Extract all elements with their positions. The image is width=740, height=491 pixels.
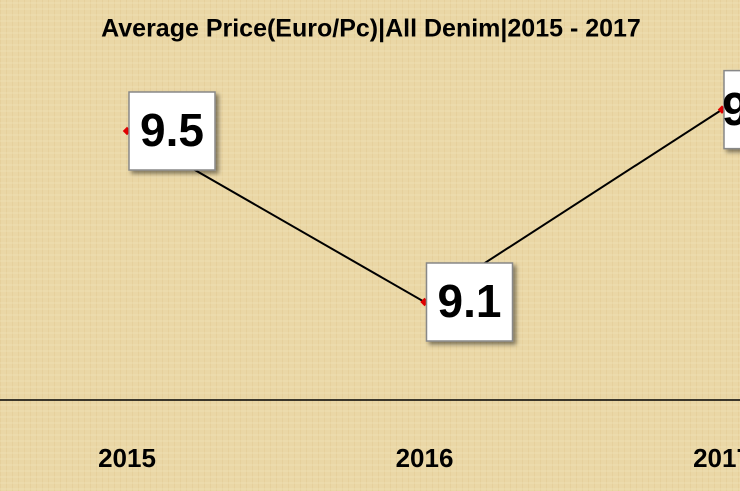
data-label-box (425, 262, 514, 342)
x-tick-label: 2017 (693, 443, 740, 473)
x-tick-label: 2015 (98, 443, 156, 473)
data-label-box (128, 91, 216, 171)
data-label: 9.5 (140, 104, 204, 156)
data-label: 9.55 (722, 83, 740, 135)
x-tick-label: 2016 (396, 443, 454, 473)
data-label-box (723, 69, 740, 150)
data-label: 9.1 (438, 275, 502, 327)
chart-title: Average Price(Euro/Pc)|All Denim|2015 - … (101, 15, 641, 43)
